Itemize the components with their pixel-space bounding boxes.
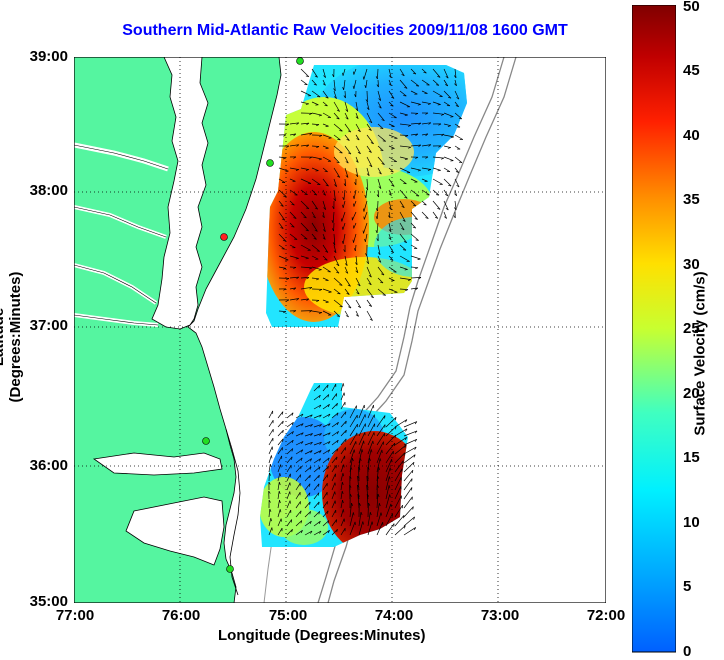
velocity-arrow-head: [363, 231, 364, 234]
radar-station-marker: [203, 438, 210, 445]
velocity-arrow-head: [325, 171, 328, 172]
colorbar: [632, 5, 676, 653]
velocity-arrow-head: [394, 443, 395, 446]
map-title: Southern Mid-Atlantic Raw Velocities 200…: [60, 22, 630, 40]
y-tick-label: 39:00: [8, 48, 68, 65]
colorbar-tick-label: 45: [683, 62, 700, 79]
x-tick-label: 77:00: [45, 607, 105, 624]
radar-station-marker: [267, 160, 274, 167]
velocity-arrow-head: [282, 412, 283, 415]
velocity-arrow: [368, 503, 369, 517]
velocity-arrow-head: [364, 217, 365, 220]
radar-station-marker: [297, 58, 304, 65]
velocity-arrow-head: [459, 162, 462, 163]
velocity-arrow-head: [344, 465, 345, 468]
velocity-arrow-head: [309, 493, 310, 496]
y-axis-title: Latitude (Degrees:Minutes): [0, 252, 24, 422]
y-tick-label: 38:00: [8, 182, 68, 199]
velocity-arrow-head: [294, 239, 297, 240]
velocity-arrow-head: [318, 493, 319, 496]
velocity-arrow: [367, 91, 368, 102]
velocity-arrow-head: [319, 484, 320, 487]
velocity-arrow-head: [335, 492, 336, 495]
velocity-arrow-head: [281, 465, 282, 468]
velocity-arrow-head: [337, 293, 340, 294]
colorbar-tick-label: 50: [683, 0, 700, 15]
x-tick-label: 74:00: [364, 607, 424, 624]
x-axis-title: Longitude (Degrees:Minutes): [218, 627, 426, 644]
colorbar-tick-label: 0: [683, 643, 691, 660]
albemarle-sound: [94, 453, 222, 475]
radar-station-marker: [227, 566, 234, 573]
x-tick-label: 75:00: [258, 607, 318, 624]
colorbar-tick-label: 35: [683, 191, 700, 208]
x-tick-label: 76:00: [151, 607, 211, 624]
velocity-arrow-head: [416, 86, 419, 87]
velocity-arrow-head: [341, 219, 342, 222]
colorbar-title: Surface Velocity (cm/s): [692, 254, 709, 454]
colorbar-tick-label: 10: [683, 514, 700, 531]
velocity-arrow-head: [345, 412, 346, 415]
velocity-arrow-head: [329, 138, 332, 139]
velocity-arrow-head: [340, 153, 343, 154]
colorbar-gradient: [632, 5, 676, 652]
x-tick-label: 72:00: [576, 607, 636, 624]
velocity-arrow: [400, 135, 408, 136]
velocity-arrow-head: [403, 96, 406, 97]
velocity-arrow: [359, 467, 360, 481]
velocity-arrow: [312, 146, 319, 147]
velocity-arrow-head: [286, 171, 289, 172]
y-tick-label: 36:00: [8, 457, 68, 474]
velocity-arrow-head: [337, 139, 340, 140]
velocity-arrow-head: [329, 292, 332, 293]
map-plot: [74, 57, 606, 603]
x-tick-label: 73:00: [470, 607, 530, 624]
radar-station-marker: [221, 234, 228, 241]
velocity-arrow: [378, 201, 379, 211]
colorbar-tick-label: 40: [683, 127, 700, 144]
velocity-arrow-head: [310, 484, 311, 487]
velocity-arrow-head: [283, 439, 284, 442]
velocity-arrow-head: [438, 105, 441, 106]
colorbar-tick-label: 5: [683, 578, 691, 595]
